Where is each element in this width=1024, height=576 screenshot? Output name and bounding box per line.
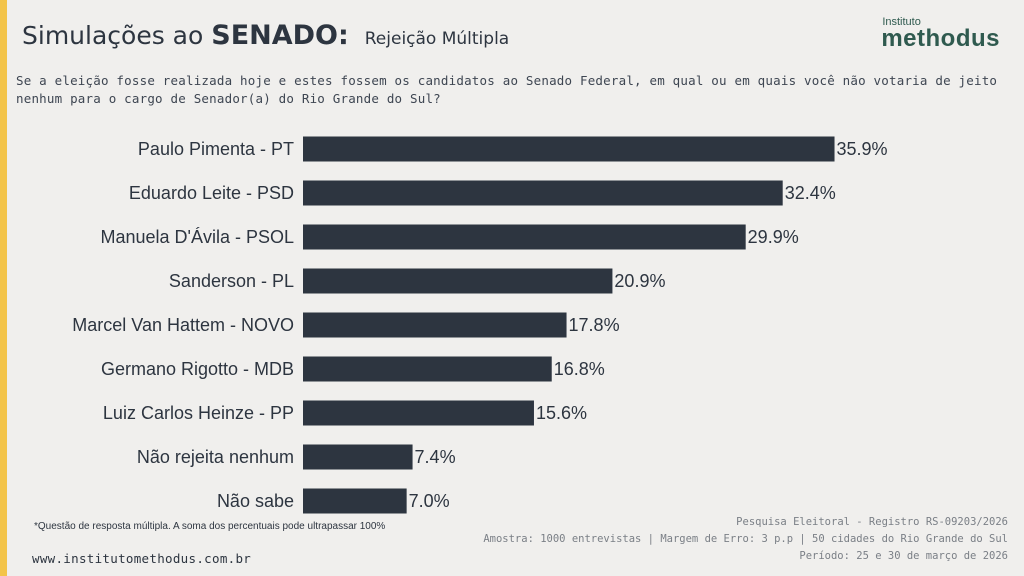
bar <box>303 400 534 426</box>
meta-period: Período: 25 e 30 de março de 2026 <box>799 550 1008 562</box>
logo-small-text: Instituto <box>882 16 921 28</box>
website-link[interactable]: www.institutomethodus.com.br <box>32 551 252 566</box>
category-label: Não rejeita nenhum <box>137 447 294 467</box>
value-label: 35.9% <box>837 139 888 159</box>
value-label: 7.4% <box>415 447 456 467</box>
category-label: Manuela D'Ávila - PSOL <box>100 227 294 247</box>
bar <box>303 488 407 514</box>
value-label: 20.9% <box>614 271 665 291</box>
value-label: 17.8% <box>569 315 620 335</box>
value-label: 29.9% <box>748 227 799 247</box>
logo: Instituto methodus <box>881 16 1000 52</box>
logo-main-text: methodus <box>881 25 1000 52</box>
title-bold: SENADO: <box>211 20 349 51</box>
bar <box>303 180 783 206</box>
page-title: Simulações ao SENADO: Rejeição Múltipla <box>22 20 509 51</box>
value-label: 15.6% <box>536 403 587 423</box>
category-label: Marcel Van Hattem - NOVO <box>72 315 294 335</box>
bar <box>303 136 835 162</box>
survey-metadata: Pesquisa Eleitoral - Registro RS-09203/2… <box>483 514 1008 565</box>
question-text: Se a eleição fosse realizada hoje e este… <box>16 73 998 106</box>
meta-registration: Pesquisa Eleitoral - Registro RS-09203/2… <box>736 516 1008 528</box>
meta-sample: Amostra: 1000 entrevistas | Margem de Er… <box>483 533 1008 545</box>
category-label: Sanderson - PL <box>169 271 294 291</box>
bar <box>303 224 746 250</box>
footnote: *Questão de resposta múltipla. A soma do… <box>34 521 386 532</box>
category-label: Germano Rigotto - MDB <box>101 359 294 379</box>
accent-bar <box>0 0 7 576</box>
title-prefix: Simulações ao <box>22 21 204 50</box>
value-label: 32.4% <box>785 183 836 203</box>
bar <box>303 268 613 294</box>
bar <box>303 356 552 382</box>
value-label: 16.8% <box>554 359 605 379</box>
category-label: Paulo Pimenta - PT <box>138 139 294 159</box>
category-label: Não sabe <box>217 491 294 511</box>
value-label: 7.0% <box>409 491 450 511</box>
subtitle: Rejeição Múltipla <box>364 29 510 49</box>
bar <box>303 312 567 338</box>
category-label: Luiz Carlos Heinze - PP <box>103 403 294 423</box>
bar <box>303 444 413 470</box>
category-label: Eduardo Leite - PSD <box>129 183 294 203</box>
